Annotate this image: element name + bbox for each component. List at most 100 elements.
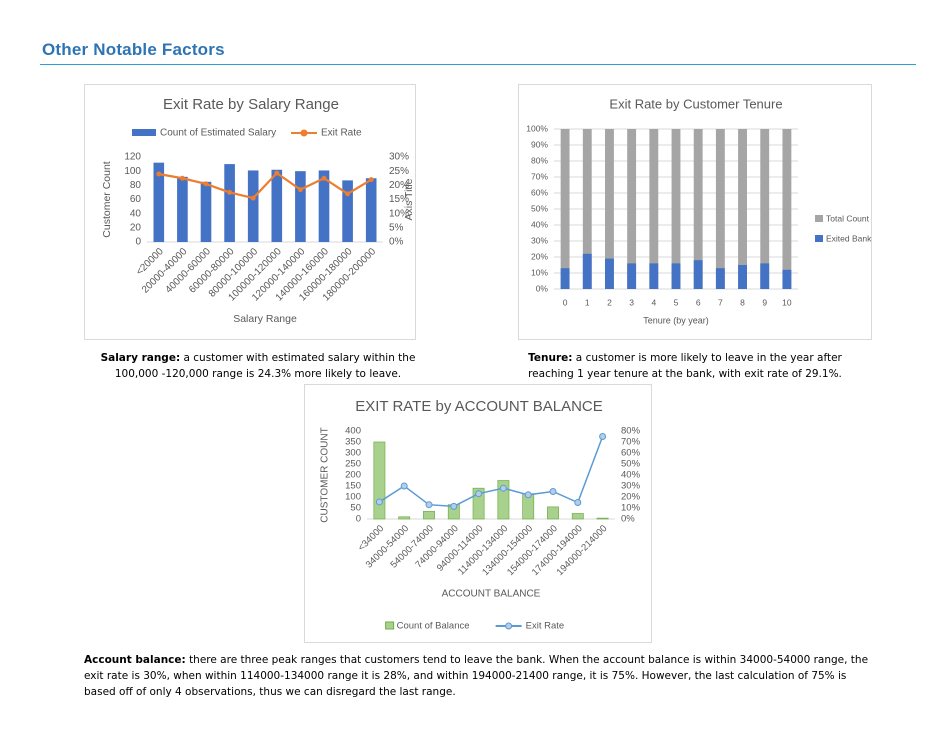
y-tick-label: 80% xyxy=(531,155,548,165)
bar xyxy=(671,263,681,289)
y-tick-label: 60% xyxy=(531,187,548,197)
legend-swatch xyxy=(385,621,395,630)
y2-tick-label: 60% xyxy=(621,448,641,459)
bar xyxy=(271,169,283,242)
y2-tick-label: 20% xyxy=(389,180,409,191)
y2-tick-label: 20% xyxy=(621,492,641,503)
legend-label: Exited Bank xyxy=(826,233,872,243)
line-marker xyxy=(227,189,233,195)
y-tick-label: 50 xyxy=(350,503,361,514)
bar xyxy=(715,268,725,289)
y-tick-label: 50% xyxy=(531,203,548,213)
x-tick-label: 9 xyxy=(762,297,767,307)
y2-tick-label: 10% xyxy=(621,503,641,514)
line-marker xyxy=(524,491,532,499)
y-tick-label: 100% xyxy=(526,123,548,133)
y-tick-label: 300 xyxy=(345,448,361,459)
y-tick-label: 30% xyxy=(531,235,548,245)
x-tick-label: 7 xyxy=(718,297,723,307)
bar xyxy=(153,162,165,242)
caption-text: a customer with estimated salary within … xyxy=(114,352,416,380)
y2-tick-label: 80% xyxy=(621,426,641,437)
y-tick-label: 150 xyxy=(345,481,361,492)
caption-text: a customer is more likely to leave in th… xyxy=(528,352,842,380)
bar xyxy=(224,164,235,242)
y2-tick-label: 70% xyxy=(621,437,641,448)
line-marker xyxy=(499,484,507,492)
y-tick-label: 250 xyxy=(345,459,361,470)
y-tick-label: 0 xyxy=(356,514,361,525)
y2-tick-label: 30% xyxy=(621,481,641,492)
line-marker xyxy=(574,499,582,506)
y2-tick-label: 50% xyxy=(621,459,641,470)
bar xyxy=(547,506,559,520)
caption-label: Salary range: xyxy=(100,352,181,364)
line-marker xyxy=(375,498,383,506)
bar xyxy=(571,513,584,520)
bar xyxy=(423,510,435,520)
line-marker xyxy=(425,501,433,509)
chart: Exit Rate by Customer Tenure 0% 10% 20% 30% 4… xyxy=(518,84,872,340)
y-tick-label: 40% xyxy=(531,219,548,229)
legend-label: Count of Balance xyxy=(397,621,470,632)
bar xyxy=(472,487,485,520)
bar xyxy=(649,129,659,289)
y2-tick-label: 25% xyxy=(389,166,409,177)
line-marker xyxy=(203,181,209,187)
bar xyxy=(693,260,703,289)
line-marker xyxy=(274,170,280,176)
y-tick-label: 0% xyxy=(536,283,549,293)
paragraph-label: Account balance: xyxy=(84,654,186,666)
bar xyxy=(398,516,411,520)
y-tick-label: 40 xyxy=(130,208,142,219)
bar xyxy=(627,263,637,289)
line-marker xyxy=(179,175,185,181)
bar xyxy=(596,517,609,520)
bar xyxy=(560,268,570,289)
y-tick-label: 100 xyxy=(124,166,141,177)
line xyxy=(378,436,604,508)
y2-tick-label: 40% xyxy=(621,470,641,481)
line-marker xyxy=(475,490,483,498)
bar xyxy=(671,129,681,289)
y-tick-label: 20 xyxy=(130,222,142,233)
legend-swatch xyxy=(505,622,513,630)
x-tick-label: 8 xyxy=(740,297,745,307)
line-marker xyxy=(345,191,351,197)
y2-tick-label: 0% xyxy=(621,514,635,525)
line-marker xyxy=(599,433,607,440)
line-marker xyxy=(156,171,162,177)
y-tick-label: 90% xyxy=(531,139,548,149)
bar xyxy=(649,263,659,289)
line-marker xyxy=(250,195,256,201)
y-axis-title: Customer Count xyxy=(101,161,113,238)
section-title: Other Notable Factors xyxy=(42,40,225,59)
y-tick-label: 60 xyxy=(130,194,142,205)
y-tick-label: 0 xyxy=(135,237,141,248)
line-marker xyxy=(321,175,327,181)
bar xyxy=(760,263,770,289)
legend-swatch xyxy=(815,215,823,222)
bar xyxy=(782,129,792,289)
caption: Salary range: a customer with estimated … xyxy=(98,350,418,382)
bar xyxy=(760,129,770,289)
paragraph: Account balance: there are three peak ra… xyxy=(84,652,874,700)
y-tick-label: 200 xyxy=(345,470,361,481)
x-tick-label: 6 xyxy=(696,297,701,307)
x-axis-title: ACCOUNT BALANCE xyxy=(442,589,541,600)
paragraph-text: there are three peak ranges that custome… xyxy=(84,654,869,698)
bar xyxy=(560,129,570,289)
bar xyxy=(738,265,747,289)
y-axis-title: CUSTOMER COUNT xyxy=(320,427,331,522)
y-tick-label: 20% xyxy=(531,251,548,261)
y-tick-label: 120 xyxy=(124,152,141,163)
bar xyxy=(627,129,637,289)
x-axis-title: Salary Range xyxy=(233,313,297,325)
bar xyxy=(582,253,592,289)
x-tick-label: 3 xyxy=(629,297,634,307)
y2-tick-label: 10% xyxy=(389,208,409,219)
bar xyxy=(342,180,353,242)
bar xyxy=(295,171,306,242)
legend-swatch xyxy=(300,129,308,137)
